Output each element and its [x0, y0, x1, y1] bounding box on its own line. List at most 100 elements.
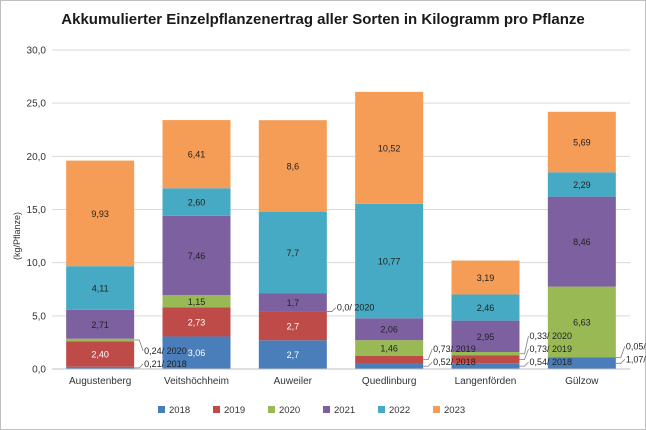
y-axis-label: (kg/Pflanze): [12, 212, 22, 260]
y-tick-label: 15,0: [27, 205, 47, 216]
bar-quedlinburg-2021: [355, 318, 424, 341]
x-tick-label: Quedlinburg: [362, 376, 416, 387]
value-label: 1,7: [287, 298, 300, 308]
bar-quedlinburg-2022: [355, 203, 424, 319]
y-tick-label: 0,0: [32, 365, 46, 376]
bar-langenforden-2018: [451, 363, 520, 369]
bar-veitshochheim-2019: [162, 307, 231, 337]
bar-gulzow-2020: [547, 286, 616, 358]
legend-label-2022: 2022: [389, 405, 410, 416]
bar-quedlinburg-2018: [355, 363, 424, 369]
bar-quedlinburg-2020: [355, 340, 424, 356]
legend-swatch-2018: [158, 406, 165, 413]
value-label: 1,15: [188, 297, 206, 307]
annotation-leader-line: [519, 361, 529, 367]
bar-veitshochheim-2020: [162, 295, 231, 308]
annotation-label: 0,33/ 2020: [530, 331, 573, 341]
legend-label-2019: 2019: [224, 405, 245, 416]
bar-augustenberg-2021: [66, 309, 135, 339]
value-label: 9,93: [91, 209, 109, 219]
legend-swatch-2022: [378, 406, 385, 413]
value-label: 2,73: [188, 317, 206, 327]
annotations: 0,24/ 2020 0,21/ 2018 0,0/ 2020 0,73/ 2019 0…: [134, 303, 646, 369]
annotation-leader-line: [519, 336, 529, 355]
legend-swatch-2019: [213, 406, 220, 413]
legend-label-2021: 2021: [334, 405, 355, 416]
value-label: 3,06: [188, 348, 206, 358]
bar-veitshochheim-2023: [162, 120, 231, 189]
legend-swatch-2021: [323, 406, 330, 413]
annotation-label: 1,07/ 2018: [626, 354, 646, 364]
value-label: 6,63: [573, 317, 591, 327]
bar-augustenberg-2023: [66, 160, 135, 267]
annotation-label: 0,0/ 2020: [337, 303, 375, 313]
bar-veitshochheim-2021: [162, 215, 231, 296]
x-tick-label: Veitshöchheim: [164, 376, 229, 387]
value-label: 2,71: [91, 320, 109, 330]
annotation-leader-line: [134, 363, 144, 369]
annotation-label: 0,21/ 2018: [144, 359, 187, 369]
bar-augustenberg-2018: [66, 366, 135, 369]
bar-gulzow-2021: [547, 196, 616, 287]
bars: [66, 91, 616, 369]
value-label: 5,69: [573, 138, 591, 148]
gridlines: [52, 49, 630, 317]
annotation-label: 0,24/ 2020: [144, 346, 187, 356]
value-label: 2,7: [287, 321, 300, 331]
annotation-label: 0,54/ 2018: [530, 357, 573, 367]
bar-quedlinburg-2023: [355, 91, 424, 204]
value-label: 2,06: [380, 325, 398, 335]
bar-langenforden-2020: [451, 351, 520, 356]
value-label: 6,41: [188, 150, 206, 160]
bar-langenforden-2019: [451, 355, 520, 364]
bar-gulzow-2019: [547, 357, 616, 358]
x-tick-label: Langenförden: [455, 376, 517, 387]
value-labels: 2,40 2,71 4,11 9,93 3,06 2,73 1,15 7,46 2,60 6,41…: [91, 138, 590, 361]
value-label: 4,11: [92, 284, 109, 294]
bar-langenforden-2022: [451, 294, 520, 321]
value-label: 3,19: [477, 273, 495, 283]
bar-auweiler-2019: [258, 311, 327, 341]
annotation-leader-line: [134, 339, 144, 352]
bar-augustenberg-2022: [66, 266, 135, 310]
value-label: 2,95: [477, 332, 495, 342]
annotation-leader-line: [423, 349, 433, 360]
legend-label-2023: 2023: [444, 405, 465, 416]
x-tick-label: Gülzow: [565, 376, 599, 387]
bar-veitshochheim-2022: [162, 188, 231, 216]
value-label: 10,77: [378, 257, 401, 267]
bar-gulzow-2022: [547, 172, 616, 197]
value-label: 2,29: [573, 180, 591, 190]
y-tick-label: 30,0: [27, 46, 47, 57]
value-label: 7,7: [287, 248, 300, 258]
bar-augustenberg-2019: [66, 341, 135, 367]
chart-title: Akkumulierter Einzelpflanzenertrag aller…: [61, 11, 584, 28]
value-label: 10,52: [378, 143, 401, 153]
x-tick-label: Augustenberg: [69, 376, 131, 387]
legend-swatch-2023: [433, 406, 440, 413]
annotation-label: 0,73/ 2019: [530, 344, 573, 354]
bar-gulzow-2023: [547, 111, 616, 173]
annotation-leader-line: [519, 348, 529, 360]
annotation-leader-line: [615, 346, 626, 358]
bar-augustenberg-2020: [66, 338, 135, 342]
bar-quedlinburg-2019: [355, 355, 424, 364]
y-tick-label: 5,0: [32, 311, 46, 322]
annotation-leader-line: [615, 359, 626, 364]
value-label: 2,46: [477, 303, 495, 313]
bar-auweiler-2018: [258, 340, 327, 369]
legend: 2018 2019 2020 2021 2022 2023: [158, 405, 465, 416]
legend-label-2020: 2020: [279, 405, 300, 416]
value-label: 7,46: [188, 251, 206, 261]
bar-auweiler-2023: [258, 120, 327, 212]
annotation-leader-line: [326, 307, 337, 312]
annotation-label: 0,52/ 2018: [433, 357, 476, 367]
y-tick-label: 10,0: [27, 258, 47, 269]
bar-langenforden-2023: [451, 260, 520, 295]
value-label: 2,40: [91, 350, 109, 360]
axes: 0,0 5,0 10,0 15,0 20,0 25,0 30,0 Augustenberg Ve…: [27, 46, 630, 387]
annotation-label: 0,05/ 2019: [626, 341, 646, 351]
annotation-leader-line: [423, 361, 433, 367]
value-label: 2,60: [188, 198, 206, 208]
